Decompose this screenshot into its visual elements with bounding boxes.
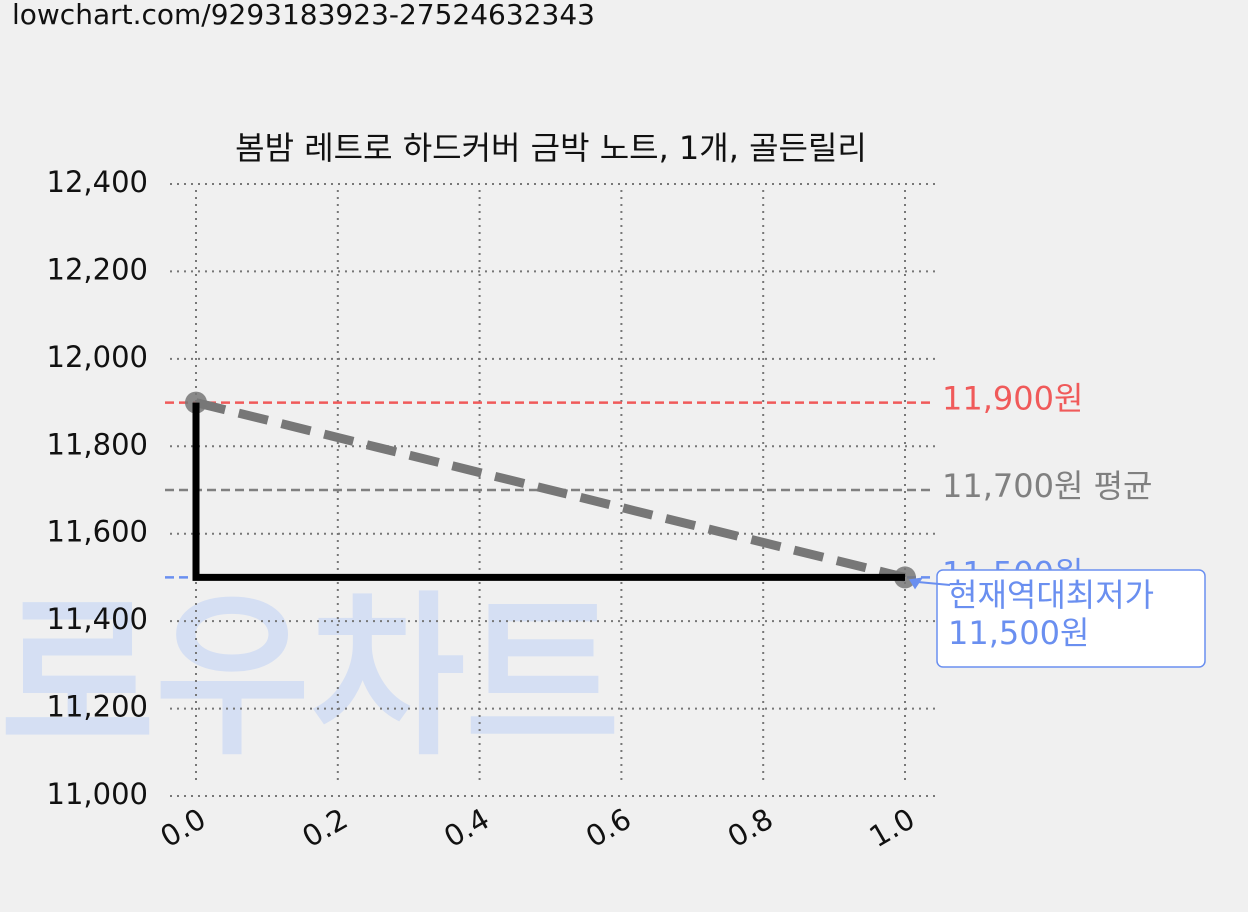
annotation-box <box>936 569 1206 668</box>
annotation-text: 현재역대최저가 <box>948 576 1154 614</box>
y-tick-label: 12,000 <box>47 340 148 374</box>
url: lowchart.com/9293183923-27524632343 <box>12 0 595 31</box>
x-tick-label: 0.2 <box>296 802 353 855</box>
y-tick-label: 11,600 <box>47 515 148 549</box>
x-tick-label: 0.0 <box>155 802 212 855</box>
x-tick-label: 1.0 <box>864 802 921 855</box>
y-tick-label: 11,800 <box>47 427 148 461</box>
y-tick-label: 11,200 <box>47 690 148 724</box>
watermark: 로우차트 <box>0 577 620 780</box>
y-tick-label: 11,000 <box>47 777 148 811</box>
annotation-arrowhead <box>909 577 923 590</box>
y-tick-label: 12,400 <box>47 165 148 199</box>
reference-label: 11,900원 <box>942 380 1083 418</box>
y-tick-label: 12,200 <box>47 252 148 286</box>
series-line <box>194 398 907 582</box>
chart-title: 봄밤 레트로 하드커버 금박 노트, 1개, 골든릴리 <box>235 129 867 167</box>
annotation-text: 11,500원 <box>948 614 1089 652</box>
x-tick-label: 0.6 <box>580 802 637 855</box>
x-tick-label: 0.8 <box>722 802 779 855</box>
reference-label: 11,700원 평균 <box>942 467 1152 505</box>
y-tick-label: 11,400 <box>47 602 148 636</box>
x-tick-label: 0.4 <box>438 802 495 855</box>
series-line <box>192 402 905 581</box>
